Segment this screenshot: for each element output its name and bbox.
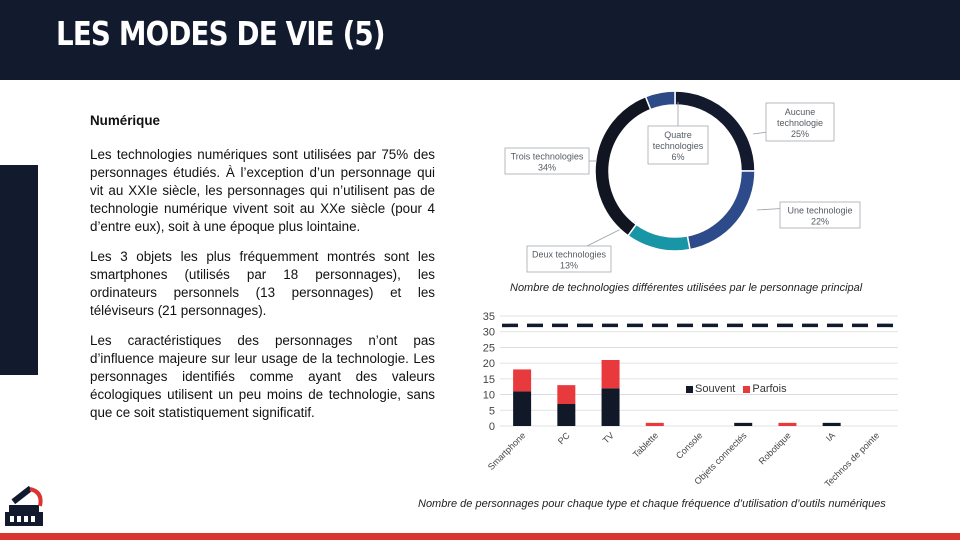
slice-value-label: 6% — [671, 152, 684, 162]
y-tick-label: 10 — [483, 390, 495, 402]
donut-slice — [686, 170, 756, 251]
bar-segment — [513, 369, 532, 392]
slice-label: Quatre — [664, 130, 692, 140]
slice-label: technologies — [653, 141, 704, 151]
y-tick-label: 20 — [483, 358, 495, 370]
bar-chart-caption: Nombre de personnages pour chaque type e… — [418, 498, 886, 510]
paragraph: Les technologies numériques sont utilisé… — [90, 147, 435, 234]
paragraph: Les caractéristiques des personnages n’o… — [90, 333, 435, 420]
paragraph: Les 3 objets les plus fréquemment montré… — [90, 249, 435, 318]
slice-label-box — [779, 201, 861, 229]
section-heading: Numérique — [90, 113, 160, 128]
y-tick-label: 25 — [483, 342, 495, 354]
bar-segment — [822, 422, 841, 426]
slice-label: Aucune — [785, 107, 816, 117]
donut-slice — [626, 223, 691, 252]
slice-value-label: 22% — [811, 217, 829, 227]
slice-label-box — [647, 125, 709, 165]
side-accent-bar — [0, 165, 38, 375]
x-tick-label: PC — [556, 430, 572, 446]
slide-title: LES MODES DE VIE (5) — [56, 14, 386, 53]
slice-label: Deux technologies — [532, 250, 607, 260]
slice-label: Une technologie — [787, 206, 852, 216]
slice-label-box — [504, 147, 590, 175]
slice-value-label: 25% — [791, 129, 809, 139]
legend-label: Souvent — [695, 383, 736, 395]
x-tick-label: Robotique — [757, 430, 793, 466]
x-tick-label: Tablette — [631, 430, 660, 459]
bar-chart-legend: Souvent Parfois — [686, 383, 787, 395]
x-tick-label: IA — [824, 430, 837, 443]
y-tick-label: 5 — [489, 405, 495, 417]
text-column: Numérique Les technologies numériques so… — [90, 112, 435, 434]
x-tick-label: Console — [674, 430, 704, 460]
y-tick-label: 0 — [489, 421, 495, 433]
bar-segment — [513, 391, 532, 426]
title-bar: LES MODES DE VIE (5) — [0, 0, 960, 80]
bar-segment — [645, 422, 664, 426]
bar-segment — [778, 422, 797, 426]
legend-swatch — [686, 385, 693, 393]
donut-slice — [594, 95, 652, 237]
y-tick-label: 35 — [483, 311, 495, 323]
legend-item-parfois: Parfois — [743, 383, 787, 395]
slice-value-label: 34% — [538, 163, 556, 173]
bar-chart: 0 5 10 15 20 25 30 35 Smartphone PC TV Tablette Cons… — [483, 311, 898, 489]
slice-label-box — [765, 102, 835, 142]
bar-segment — [734, 422, 753, 426]
y-tick-label: 30 — [483, 327, 495, 339]
donut-slice — [644, 90, 676, 111]
x-tick-label: TV — [601, 430, 616, 445]
bar-segment — [557, 385, 576, 404]
bar-segment — [601, 360, 620, 389]
bar-segment — [557, 404, 576, 426]
legend-item-souvent: Souvent — [686, 383, 735, 395]
telescope-logo-icon — [5, 486, 43, 526]
y-tick-label: 15 — [483, 374, 495, 386]
slice-label: Trois technologies — [511, 152, 584, 162]
legend-label: Parfois — [752, 383, 787, 395]
bar-segment — [601, 388, 620, 426]
slice-label: technologie — [777, 118, 823, 128]
donut-chart-caption: Nombre de technologies différentes utili… — [510, 282, 863, 294]
legend-swatch — [743, 385, 751, 393]
slice-value-label: 13% — [560, 261, 578, 271]
bottom-accent-bar — [0, 533, 960, 540]
x-tick-label: Smartphone — [486, 430, 528, 472]
slice-label-box — [526, 245, 612, 273]
